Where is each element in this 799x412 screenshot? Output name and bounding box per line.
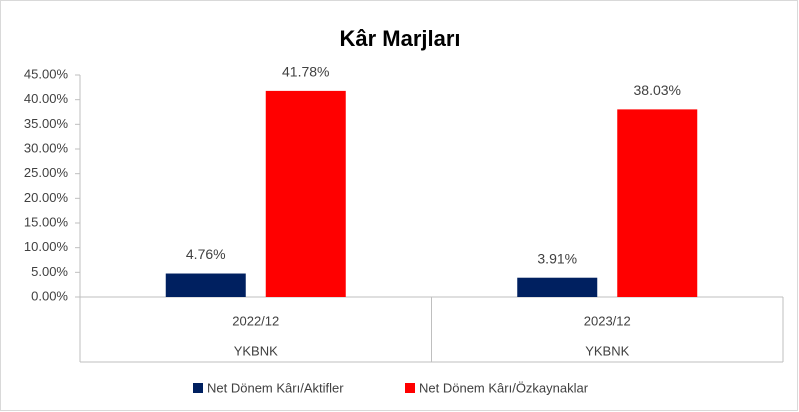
value-label: 4.76% [186, 246, 226, 262]
x-tick-label: 2023/12 [584, 313, 631, 328]
y-tick-label: 20.00% [24, 190, 69, 205]
y-tick-label: 5.00% [31, 264, 68, 279]
legend-swatch [405, 383, 415, 393]
bar [165, 273, 246, 297]
chart-title: Kâr Marjları [339, 26, 460, 51]
x-tick-label: 2022/12 [232, 313, 279, 328]
legend-label: Net Dönem Kârı/Aktifler [207, 380, 344, 395]
legend-label: Net Dönem Kârı/Özkaynaklar [419, 380, 589, 395]
y-tick-label: 40.00% [24, 91, 69, 106]
y-tick-label: 0.00% [31, 288, 68, 303]
value-label: 38.03% [634, 82, 681, 98]
legend-swatch [193, 383, 203, 393]
bar [617, 109, 698, 297]
y-tick-label: 25.00% [24, 165, 69, 180]
group-label: YKBNK [585, 343, 629, 358]
y-tick-label: 45.00% [24, 66, 69, 81]
value-label: 41.78% [282, 64, 329, 80]
bar [517, 277, 598, 297]
group-label: YKBNK [234, 343, 278, 358]
value-label: 3.91% [537, 250, 577, 266]
y-tick-label: 35.00% [24, 116, 69, 131]
bar [265, 90, 346, 297]
y-tick-label: 30.00% [24, 140, 69, 155]
y-tick-label: 15.00% [24, 214, 69, 229]
y-tick-label: 10.00% [24, 239, 69, 254]
